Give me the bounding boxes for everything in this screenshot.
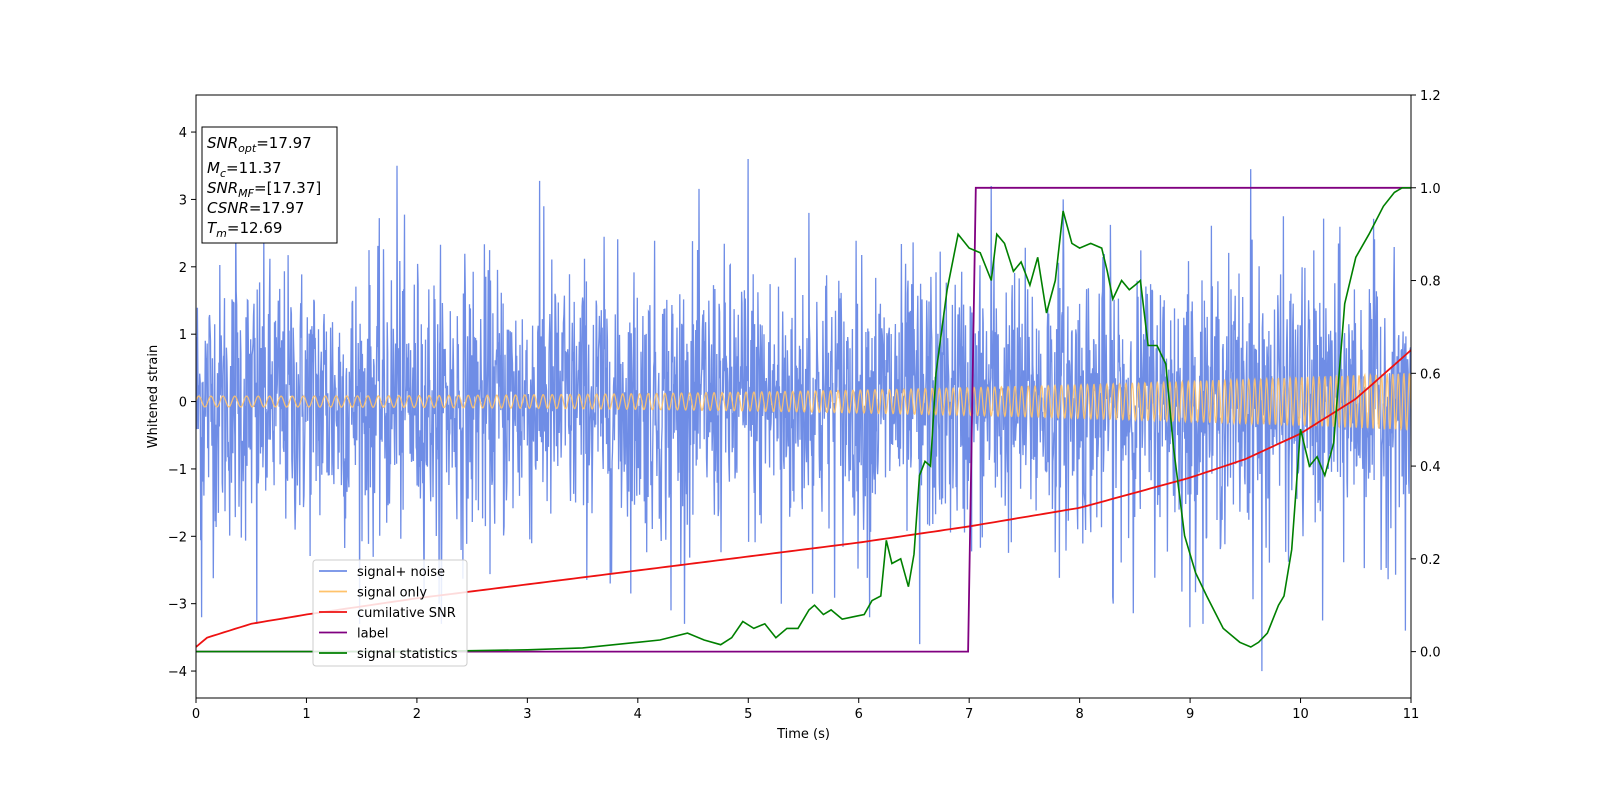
x-tick-label: 7 [965,707,973,722]
legend-frame [312,559,468,667]
annotation-line: Mc=11.37 [207,159,282,180]
plot-frame [195,94,1412,699]
annotation-box-frame [201,126,338,244]
y2-tick-label: 0.8 [1420,275,1441,290]
y-tick-label: −4 [168,665,187,680]
y-tick-label: −3 [168,598,187,613]
y2-tick-label: 0.0 [1420,646,1441,661]
y2-tick-label: 0.2 [1420,553,1441,568]
y-axis-right: 0.0 0.2 0.4 0.6 0.8 1.0 1.2 [1411,89,1441,661]
y-tick-label: 4 [179,126,187,141]
y-tick-label: 3 [179,193,187,208]
legend-entry: label [357,627,388,642]
legend-entry: signal+ noise [357,565,445,580]
x-tick-label: 11 [1403,707,1420,722]
annotation-box: SNRopt=17.97 Mc=11.37SNRMF=[17.37]CSNR=17… [201,126,338,244]
x-tick-label: 9 [1186,707,1194,722]
x-tick-label: 0 [192,707,200,722]
series-signal-only [196,372,1411,432]
y-axis-left: −4 −3 −2 −1 0 1 2 3 4 [168,126,196,680]
x-tick-label: 1 [302,707,310,722]
y-tick-label: 2 [179,261,187,276]
x-tick-label: 8 [1075,707,1083,722]
y2-tick-label: 0.4 [1420,460,1441,475]
x-tick-label: 2 [413,707,421,722]
signal-only-line [196,372,1411,432]
y-tick-label: −2 [168,530,187,545]
legend-entry: cumilative SNR [357,606,456,621]
x-tick-label: 6 [855,707,863,722]
y-tick-label: −1 [168,463,187,478]
legend: signal+ noise signal only cumilative SNR la… [312,559,468,667]
x-tick-label: 10 [1292,707,1309,722]
annotation-line: SNRopt=17.97 [207,134,312,155]
y-tick-label: 1 [179,328,187,343]
x-tick-label: 3 [523,707,531,722]
y-tick-label: 0 [179,396,187,411]
legend-entry: signal only [357,586,427,601]
annotation-line: Tm=12.69 [207,219,282,240]
annotation-line: SNRMF=[17.37] [207,179,321,200]
signal-statistics-line [196,187,1411,653]
y2-tick-label: 1.2 [1420,89,1441,104]
x-tick-label: 4 [634,707,642,722]
y2-tick-label: 0.6 [1420,367,1441,382]
annotation-line: CSNR=17.97 [207,199,304,217]
x-axis-label: Time (s) [776,727,830,742]
y-axis-label: Whitened strain [146,345,161,448]
y2-tick-label: 1.0 [1420,182,1441,197]
x-axis: 0 1 2 3 4 5 6 7 8 9 10 11 [192,698,1419,722]
x-tick-label: 5 [744,707,752,722]
label-line [196,186,1411,653]
legend-entry: signal statistics [357,647,458,662]
